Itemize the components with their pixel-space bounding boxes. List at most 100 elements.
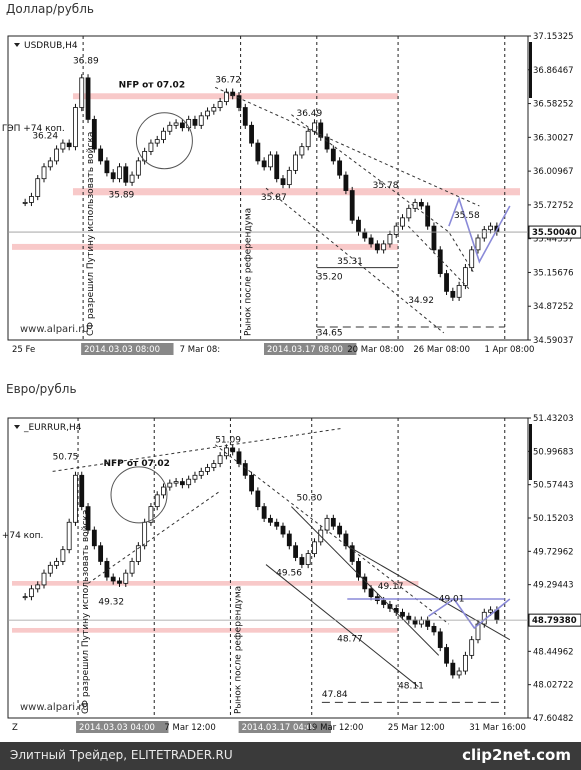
watermark-text: www.alpari.ru (20, 324, 89, 335)
candle-body (54, 561, 60, 566)
price-annotation: 36.72 (215, 76, 241, 86)
y-tick-label: 35.15676 (533, 268, 574, 278)
scrollbar-handle (529, 42, 532, 98)
price-annotation: 36.24 (32, 131, 58, 141)
trend-line-5 (347, 545, 511, 641)
candle-body (41, 166, 47, 180)
candle-body (481, 229, 487, 239)
chart-symbol-label: _EURRUR,H4 (23, 423, 82, 433)
zone-1 (72, 188, 521, 196)
y-tick-label: 50.57443 (533, 481, 574, 491)
x-tick-label: 2014.03.03 04:00 (79, 723, 155, 733)
candle-body (198, 115, 204, 126)
x-tick-label: 7 Mar 08: (180, 345, 221, 355)
chart-symbol-label: USDRUB,H4 (24, 41, 78, 51)
candle-body (431, 225, 437, 251)
candle-body (223, 447, 229, 457)
price-annotation: 35.31 (337, 257, 363, 267)
price-annotation: 49.56 (276, 569, 302, 579)
candle-body (142, 521, 148, 547)
candle-body (123, 166, 129, 183)
candle-body (268, 517, 273, 523)
x-tick-label: 7 Mar 12:00 (164, 723, 215, 733)
trend-line-0 (214, 86, 480, 207)
candle-body (198, 470, 204, 476)
x-tick-label: 31 Mar 16:00 (469, 723, 526, 733)
candle-body (299, 146, 305, 156)
x-tick-label: 26 Mar 08:00 (413, 345, 470, 355)
x-tick-label: Z (12, 723, 18, 733)
candle-body (54, 148, 60, 162)
x-tick-label: 2014.03.03 08:00 (84, 345, 160, 355)
candle-body (47, 564, 53, 574)
zone-0 (12, 580, 419, 586)
candle-body (91, 529, 97, 547)
x-tick-label: 19 Mar 12:00 (307, 723, 364, 733)
candle-body (343, 174, 349, 191)
candle-body (186, 478, 192, 486)
candle-body (393, 225, 399, 235)
candle-body (425, 619, 431, 627)
candle-body (110, 172, 116, 180)
candle-body (129, 174, 135, 183)
zone-2 (12, 243, 399, 250)
footer-bar: Элитный Трейдер, ELITETRADER.RU clip2net… (0, 742, 581, 770)
event-label: Рынок после референдума (233, 586, 243, 714)
candle-body (431, 626, 437, 633)
candle-body (167, 124, 173, 132)
candle-body (135, 160, 141, 176)
x-tick-label: 1 Apr 08:00 (484, 345, 534, 355)
price-annotation: 47.84 (322, 690, 348, 700)
candle-body (293, 154, 299, 171)
candle-body (85, 506, 91, 531)
highlight-circle (110, 466, 168, 524)
current-price-box (528, 225, 581, 239)
candle-body (488, 609, 493, 613)
candle-body (73, 474, 78, 523)
usdrub-chart[interactable]: USDRUB,H4 NFP от 07.02 ГЭП +74 коп. 36.89 36… (0, 30, 581, 360)
candle-body (475, 237, 481, 251)
x-tick-label: 25 Mar 12:00 (388, 723, 445, 733)
y-tick-label: 51.43203 (533, 414, 574, 424)
candle-body (211, 107, 217, 112)
price-annotation: 35.89 (109, 191, 135, 201)
price-annotation: 34.65 (317, 328, 343, 338)
candle-body (312, 122, 317, 132)
candle-body (173, 122, 179, 126)
candle-body (400, 217, 405, 227)
y-tick-label: 50.99683 (533, 447, 574, 457)
y-tick-label: 48.02722 (533, 681, 574, 691)
candle-body (91, 118, 97, 150)
y-tick-label: 35.72752 (533, 201, 574, 211)
eurrub-chart[interactable]: _EURRUR,H4 NFP от 07.02 +74 коп. 50.75 49.32… (0, 412, 581, 738)
candle-body (318, 122, 324, 138)
candle-body (135, 545, 141, 562)
candle-body (349, 190, 355, 221)
x-tick-highlight (76, 721, 169, 733)
candle-body (437, 249, 443, 274)
candle-body (154, 494, 160, 508)
candle-body (205, 110, 210, 117)
candle-body (330, 148, 336, 162)
candle-body (381, 243, 387, 251)
x-tick-label: 25 Fe (12, 345, 35, 355)
candle-body (381, 600, 387, 605)
footer-source-text: Элитный Трейдер, ELITETRADER.RU (10, 748, 233, 762)
price-annotation: 50.30 (296, 493, 322, 503)
chevron-down-icon (14, 425, 20, 429)
candle-body (217, 455, 223, 464)
candle-body (79, 77, 85, 108)
clip2net-logo[interactable]: clip2net.com (462, 746, 571, 764)
price-annotation: 49.32 (98, 597, 124, 607)
candle-body (469, 249, 475, 269)
y-tick-label: 50.15203 (533, 514, 574, 524)
price-annotation: NFP от 07.02 (119, 80, 185, 90)
candle-body (261, 506, 267, 519)
candle-body (305, 553, 311, 565)
y-tick-label: 34.59037 (533, 336, 574, 346)
y-tick-label: 36.58252 (533, 100, 574, 110)
trend-line-2 (265, 187, 445, 334)
candle-body (123, 572, 129, 584)
usdrub-section-title: Доллар/рубль (6, 2, 94, 16)
price-annotation: 34.92 (408, 296, 434, 306)
